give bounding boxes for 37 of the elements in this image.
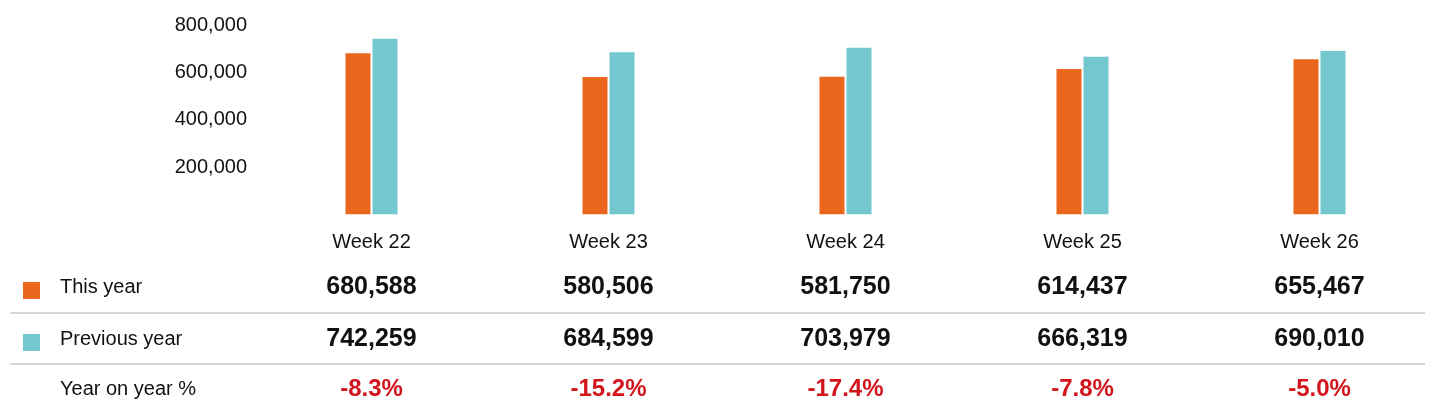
y-tick-label: 200,000 <box>174 154 247 177</box>
bar <box>345 53 371 215</box>
legend-label: Previous year <box>60 326 183 349</box>
text: -17.4% <box>807 373 884 401</box>
legend-label: This year <box>60 274 143 297</box>
data-label: 690,010 <box>1274 322 1365 351</box>
data-label: 580,506 <box>563 270 654 299</box>
data-label: 703,979 <box>800 322 891 351</box>
bar <box>1083 56 1109 215</box>
bar <box>582 76 608 215</box>
text: -5.0% <box>1288 373 1351 401</box>
bar <box>1320 51 1346 215</box>
y-tick-label: 600,000 <box>174 59 247 82</box>
bar <box>819 76 845 215</box>
bar <box>609 52 635 215</box>
text: -15.2% <box>570 373 647 401</box>
data-label: 614,437 <box>1037 270 1128 299</box>
bar <box>372 38 398 215</box>
bar <box>846 47 872 215</box>
x-tick-label: Week 23 <box>569 230 648 253</box>
x-tick-label: Week 25 <box>1043 230 1122 253</box>
data-label: 655,467 <box>1274 270 1365 299</box>
data-label: 742,259 <box>326 322 417 351</box>
x-tick-label: Week 26 <box>1280 230 1359 253</box>
bar <box>1293 59 1319 215</box>
text: -7.8% <box>1051 373 1114 401</box>
y-tick-label: 400,000 <box>174 107 247 130</box>
x-tick-label: Week 24 <box>806 230 885 253</box>
bar <box>1056 68 1082 215</box>
text: -8.3% <box>340 373 403 401</box>
data-label: 684,599 <box>563 322 654 351</box>
x-tick-label: Week 22 <box>332 230 411 253</box>
data-label: 581,750 <box>800 270 891 299</box>
data-label: 666,319 <box>1037 322 1128 351</box>
text: Year on year % <box>60 376 197 399</box>
data-label: 680,588 <box>326 270 417 299</box>
y-tick-label: 800,000 <box>174 12 247 35</box>
